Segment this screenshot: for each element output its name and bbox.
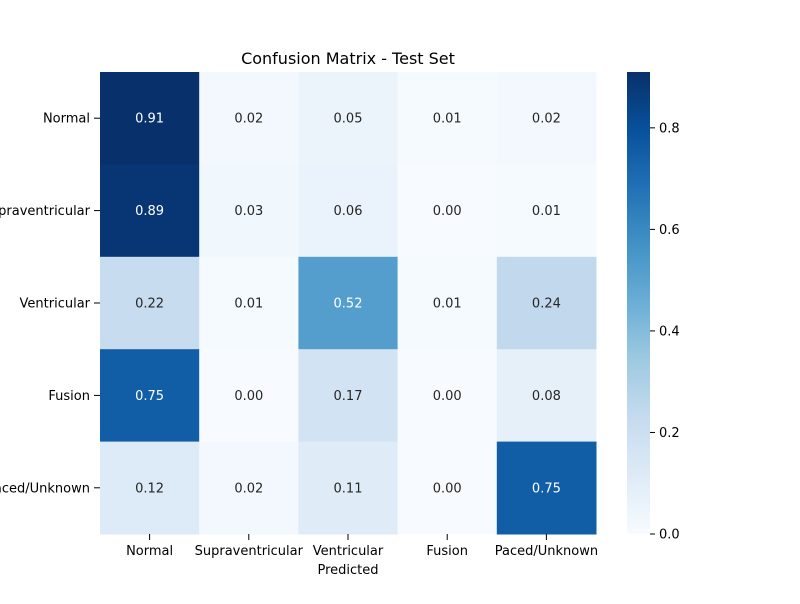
cell-value-label: 0.06 (334, 204, 363, 219)
heatmap-cell (397, 256, 498, 350)
heatmap-cell (199, 72, 299, 165)
heatmap-cell (199, 256, 299, 350)
x-tick-label: Supraventricular (195, 544, 304, 559)
x-axis-label: Predicted (317, 563, 378, 578)
colorbar-tick-label: 0.0 (659, 528, 680, 543)
cell-value-label: 0.75 (135, 389, 164, 404)
heatmap-cell (199, 349, 299, 443)
heatmap-cell (298, 256, 399, 350)
cell-value-label: 0.11 (334, 481, 363, 496)
heatmap-cell (298, 441, 399, 535)
heatmap-cell (100, 72, 200, 165)
cell-value-label: 0.02 (532, 112, 561, 127)
cell-value-label: 0.02 (234, 112, 263, 127)
cell-value-label: 0.00 (433, 389, 462, 404)
cell-value-label: 0.08 (532, 389, 561, 404)
cell-value-label: 0.03 (234, 204, 263, 219)
cell-value-label: 0.22 (135, 297, 164, 312)
y-tick-label: Supraventricular (0, 204, 91, 219)
x-tick-label: Paced/Unknown (495, 544, 598, 559)
colorbar: 0.0 0.2 0.4 0.6 0.8 (627, 72, 680, 543)
cell-value-label: 0.00 (433, 204, 462, 219)
colorbar-tick-label: 0.2 (659, 426, 680, 441)
colorbar-tick-label: 0.8 (659, 121, 680, 136)
heatmap-cell (496, 349, 597, 443)
x-tick-label: Normal (126, 544, 173, 559)
cell-value-label: 0.01 (433, 112, 462, 127)
y-tick-label: Paced/Unknown (0, 481, 90, 496)
cell-value-label: 0.89 (135, 204, 164, 219)
heatmap-cell (397, 164, 498, 258)
heatmap-cell (397, 72, 498, 165)
cell-value-label: 0.75 (532, 481, 561, 496)
heatmap-cells (100, 72, 597, 535)
cell-value-label: 0.12 (135, 481, 164, 496)
cell-annotations: 0.91 0.02 0.05 0.01 0.02 0.89 0.03 0.06 0.00 0.01… (135, 112, 561, 497)
heatmap-cell (496, 164, 597, 258)
y-tick-label: Normal (43, 112, 90, 127)
cell-value-label: 0.00 (234, 389, 263, 404)
heatmap-cell (496, 72, 597, 165)
x-axis: Normal Supraventricular Ventricular Fusion P… (126, 534, 598, 559)
cell-value-label: 0.52 (334, 297, 363, 312)
chart-title: Confusion Matrix - Test Set (241, 49, 455, 68)
heatmap-cell (199, 441, 299, 535)
heatmap-cell (100, 164, 200, 258)
cell-value-label: 0.01 (234, 297, 263, 312)
y-tick-label: Fusion (48, 389, 90, 404)
heatmap-cell (496, 256, 597, 350)
cell-value-label: 0.02 (234, 481, 263, 496)
heatmap-cell (199, 164, 299, 258)
heatmap-cell (298, 164, 399, 258)
heatmap-cell (100, 349, 200, 443)
cell-value-label: 0.17 (334, 389, 363, 404)
cell-value-label: 0.01 (433, 297, 462, 312)
heatmap-cell (496, 441, 597, 535)
colorbar-tick-label: 0.6 (659, 223, 680, 238)
cell-value-label: 0.00 (433, 481, 462, 496)
heatmap-cell (100, 256, 200, 350)
cell-value-label: 0.91 (135, 112, 164, 127)
heatmap-cell (397, 349, 498, 443)
y-axis: Normal Supraventricular Ventricular Fusion P… (0, 112, 100, 496)
cell-value-label: 0.01 (532, 204, 561, 219)
cell-value-label: 0.05 (334, 112, 363, 127)
colorbar-tick-label: 0.4 (659, 324, 680, 339)
colorbar-gradient (627, 72, 650, 534)
heatmap-cell (298, 349, 399, 443)
heatmap-cell (100, 441, 200, 535)
x-tick-label: Ventricular (313, 544, 384, 559)
y-tick-label: Ventricular (20, 297, 91, 312)
x-tick-label: Fusion (426, 544, 468, 559)
heatmap-cell (298, 72, 399, 165)
cell-value-label: 0.24 (532, 297, 561, 312)
heatmap-cell (397, 441, 498, 535)
